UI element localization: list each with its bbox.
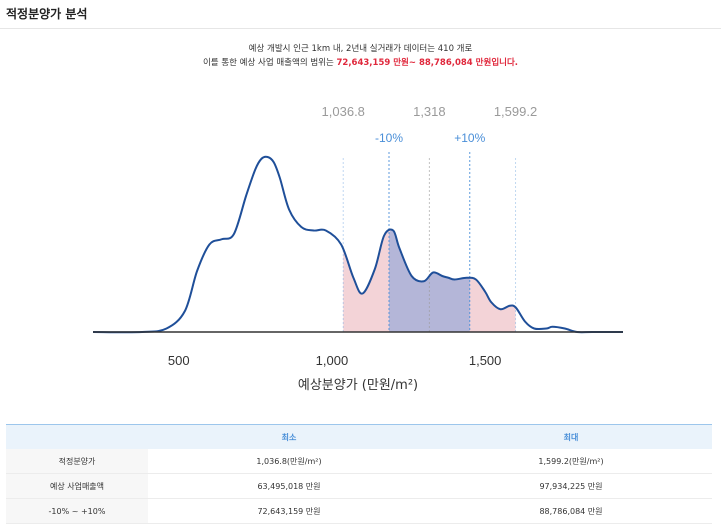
density-line bbox=[92, 155, 623, 334]
cell-max: 88,786,084 만원 bbox=[430, 498, 712, 524]
min-value-label: 1,036.8 bbox=[322, 104, 365, 119]
table-row: 적정분양가 1,036.8(만원/m²) 1,599.2(만원/m²) bbox=[6, 449, 712, 474]
description-line-1: 예상 개발시 인근 1km 내, 2년내 실거래가 데이터는 410 개로 bbox=[248, 44, 473, 54]
minus10-label: -10% bbox=[375, 131, 403, 145]
cell-max: 97,934,225 만원 bbox=[430, 473, 712, 499]
plus10-label: +10% bbox=[454, 131, 485, 145]
price-density-chart: 1,036.8 1,318 1,599.2 -10% +10% 500 1,000 1,500… bbox=[92, 104, 623, 393]
table-header-blank bbox=[6, 424, 148, 449]
inner-range-area bbox=[389, 229, 470, 332]
row-label: -10% ~ +10% bbox=[6, 498, 148, 524]
x-tick-label: 500 bbox=[168, 353, 190, 368]
x-tick-label: 1,000 bbox=[316, 353, 349, 368]
table-row: -10% ~ +10% 72,643,159 만원 88,786,084 만원 bbox=[6, 498, 712, 524]
table-row: 예상 사업매출액 63,495,018 만원 97,934,225 만원 bbox=[6, 473, 712, 499]
description-prefix: 이를 통한 예상 사업 매출액의 범위는 bbox=[202, 58, 337, 68]
summary-table: 최소 최대 적정분양가 1,036.8(만원/m²) 1,599.2(만원/m²… bbox=[6, 424, 712, 524]
page-header: 적정분양가 분석 bbox=[0, 0, 721, 29]
table-header-max: 최대 bbox=[430, 424, 712, 449]
x-axis-label: 예상분양가 (만원/m²) bbox=[298, 378, 418, 393]
max-value-label: 1,599.2 bbox=[494, 104, 537, 119]
center-value-label: 1,318 bbox=[413, 104, 446, 119]
cell-max: 1,599.2(만원/m²) bbox=[430, 449, 712, 474]
row-label: 예상 사업매출액 bbox=[6, 473, 148, 499]
row-label: 적정분양가 bbox=[6, 449, 148, 474]
description-line-2: 이를 통한 예상 사업 매출액의 범위는 72,643,159 만원~ 88,7… bbox=[0, 56, 721, 68]
cell-min: 72,643,159 만원 bbox=[148, 498, 430, 524]
table-header-min: 최소 bbox=[148, 424, 430, 449]
revenue-range: 72,643,159 만원~ 88,786,084 만원입니다. bbox=[336, 58, 519, 68]
cell-min: 63,495,018 만원 bbox=[148, 473, 430, 499]
table-header-row: 최소 최대 bbox=[6, 424, 712, 449]
x-tick-label: 1,500 bbox=[469, 353, 502, 368]
page-title: 적정분양가 분석 bbox=[6, 7, 88, 21]
cell-min: 1,036.8(만원/m²) bbox=[148, 449, 430, 474]
